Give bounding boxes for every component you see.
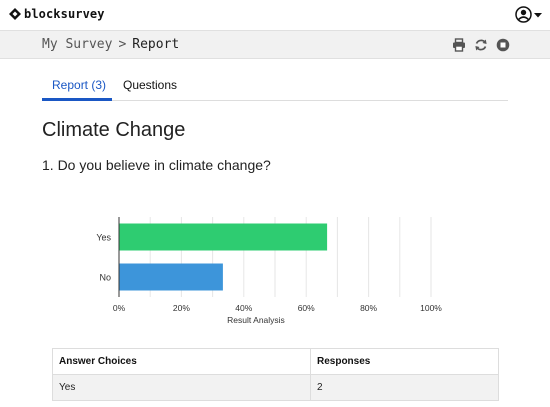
breadcrumb-separator: > (118, 37, 127, 52)
chart-x-tick-label: 0% (113, 303, 126, 313)
user-avatar-icon (515, 6, 532, 23)
answer-choice-cell: Yes (52, 374, 311, 401)
chart-x-tick-label: 20% (173, 303, 190, 313)
results-bar-chart: Yes No 0% 20% 40% 60% 80% 100% Result Analysis (96, 217, 442, 325)
responses-table: Answer Choices Responses Yes 2 (52, 348, 499, 401)
breadcrumb: My Survey > Report (42, 37, 179, 52)
chart-x-tick-label: 100% (420, 303, 442, 313)
chart-bar-yes (119, 223, 328, 251)
brand-name: blocksurvey (24, 7, 105, 21)
table-row: Yes 2 (52, 374, 499, 401)
tab-questions[interactable]: Questions (123, 78, 178, 92)
report-tabs: Report (3) Questions (42, 73, 508, 101)
stop-icon[interactable] (496, 38, 510, 52)
header-responses: Responses (310, 348, 499, 375)
diamond-logo-icon (9, 8, 21, 20)
breadcrumb-current: Report (132, 37, 180, 52)
survey-title: Climate Change (42, 119, 186, 141)
breadcrumb-my-survey[interactable]: My Survey (42, 37, 113, 52)
top-bar: blocksurvey (0, 0, 550, 30)
chart-category-label: No (99, 273, 111, 283)
account-menu[interactable] (515, 6, 542, 23)
refresh-icon[interactable] (474, 38, 488, 52)
report-actions (452, 38, 510, 52)
chart-x-tick-label: 40% (235, 303, 252, 313)
chart-category-label: Yes (96, 233, 111, 243)
table-header-row: Answer Choices Responses (52, 348, 499, 375)
chart-x-axis-label: Result Analysis (227, 315, 285, 325)
print-icon[interactable] (452, 38, 466, 52)
chart-x-tick-label: 60% (298, 303, 315, 313)
response-count-cell: 2 (310, 374, 499, 401)
chart-x-tick-label: 80% (360, 303, 377, 313)
active-tab-indicator (42, 98, 112, 101)
header-answer-choices: Answer Choices (52, 348, 311, 375)
breadcrumb-bar: My Survey > Report (0, 30, 550, 59)
chart-bar-no (119, 263, 223, 291)
question-text: 1. Do you believe in climate change? (42, 157, 271, 173)
brand-logo[interactable]: blocksurvey (9, 7, 105, 21)
tab-report[interactable]: Report (3) (52, 78, 107, 92)
caret-down-icon (534, 12, 542, 17)
